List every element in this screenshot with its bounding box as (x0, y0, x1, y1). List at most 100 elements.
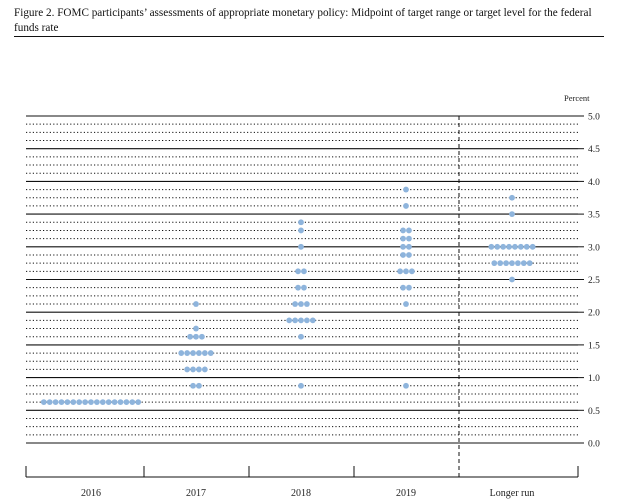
participant-dot (400, 252, 406, 258)
participant-dot (117, 399, 124, 406)
y-tick-label: 0.5 (588, 407, 600, 417)
title-rule (14, 36, 604, 37)
participant-dot (301, 268, 307, 275)
participant-dot (40, 399, 47, 406)
participant-dot (301, 284, 307, 291)
participant-dot (190, 366, 196, 373)
y-tick-label: 3.0 (588, 243, 600, 253)
participant-dot (403, 382, 409, 389)
x-category-label: 2018 (291, 488, 311, 499)
participant-dot (526, 260, 533, 267)
participant-dot (304, 317, 310, 324)
participant-dot (400, 284, 406, 291)
participant-dot (193, 301, 199, 307)
x-category-label: Longer run (490, 488, 535, 499)
y-tick-label: 4.5 (588, 145, 600, 155)
participant-dot (105, 399, 112, 406)
participant-dot (135, 399, 142, 406)
participant-dot (406, 252, 412, 258)
y-axis-unit-label: Percent (564, 93, 590, 103)
participant-dot (88, 399, 94, 406)
y-tick-label: 2.5 (588, 276, 600, 286)
participant-dot (76, 399, 83, 406)
participant-dot (196, 366, 202, 373)
participant-dot (190, 350, 196, 356)
y-tick-label: 4.0 (588, 178, 600, 188)
participant-dot (403, 186, 409, 193)
participant-dot (400, 227, 406, 234)
x-category-label: 2017 (186, 488, 206, 499)
participant-dot (406, 243, 412, 250)
participant-dot (403, 301, 409, 307)
participant-dot (298, 333, 304, 340)
participant-dot (184, 350, 191, 356)
participant-dot (529, 243, 536, 250)
participant-dot (523, 243, 530, 250)
y-tick-label: 0.0 (588, 440, 600, 450)
participant-dot (187, 333, 194, 340)
y-tick-label: 2.0 (588, 309, 600, 319)
participant-dot (46, 399, 53, 406)
participant-dot (123, 399, 130, 406)
participant-dot (111, 399, 118, 406)
participant-dot (52, 399, 59, 406)
participant-dot (298, 382, 304, 389)
participant-dot (178, 350, 185, 356)
participant-dot (295, 268, 301, 275)
y-tick-label: 1.0 (588, 374, 600, 384)
participant-dot (403, 268, 409, 275)
participant-dot (99, 399, 106, 406)
x-category-label: 2019 (396, 488, 416, 499)
participant-dot (193, 325, 199, 332)
participant-dot (190, 382, 196, 389)
y-tick-label: 3.5 (588, 211, 600, 221)
participant-dot (199, 333, 205, 340)
participant-dot (406, 284, 412, 291)
participant-dot (94, 399, 100, 406)
participant-dot (201, 350, 208, 356)
participant-dot (497, 260, 504, 267)
participant-dot (193, 333, 199, 340)
participant-dot (512, 243, 518, 250)
participant-dot (292, 317, 298, 324)
participant-dot (207, 350, 214, 356)
participant-dot (520, 260, 527, 267)
participant-dot (292, 301, 298, 307)
participant-dot (295, 284, 301, 291)
participant-dot (184, 366, 191, 373)
participant-dot (298, 317, 304, 324)
participant-dot (397, 268, 403, 275)
participant-dot (304, 301, 310, 307)
participant-dot (509, 260, 515, 267)
participant-dot (509, 211, 515, 218)
participant-dot (58, 399, 65, 406)
participant-dot (298, 301, 304, 307)
participant-dot (298, 243, 304, 250)
participant-dot (509, 276, 515, 283)
participant-dot (129, 399, 136, 406)
participant-dot (298, 227, 304, 234)
participant-dot (196, 350, 202, 356)
participant-dot (196, 382, 202, 389)
participant-dot (400, 235, 406, 242)
participant-dot (517, 243, 524, 250)
participant-dot (491, 260, 498, 267)
participant-dot (515, 260, 521, 267)
participant-dot (286, 317, 293, 324)
participant-dot (298, 219, 304, 226)
participant-dot (406, 227, 412, 234)
participant-dot (494, 243, 501, 250)
participant-dot (509, 194, 515, 201)
y-tick-label: 5.0 (588, 113, 600, 123)
chart-title: Figure 2. FOMC participants’ assessments… (14, 7, 592, 34)
participant-dot (503, 260, 509, 267)
x-category-label: 2016 (81, 488, 101, 499)
participant-dot (500, 243, 507, 250)
participant-dot (64, 399, 71, 406)
participant-dot (201, 366, 208, 373)
participant-dot (82, 399, 88, 406)
participant-dot (70, 399, 77, 406)
participant-dot (406, 235, 412, 242)
